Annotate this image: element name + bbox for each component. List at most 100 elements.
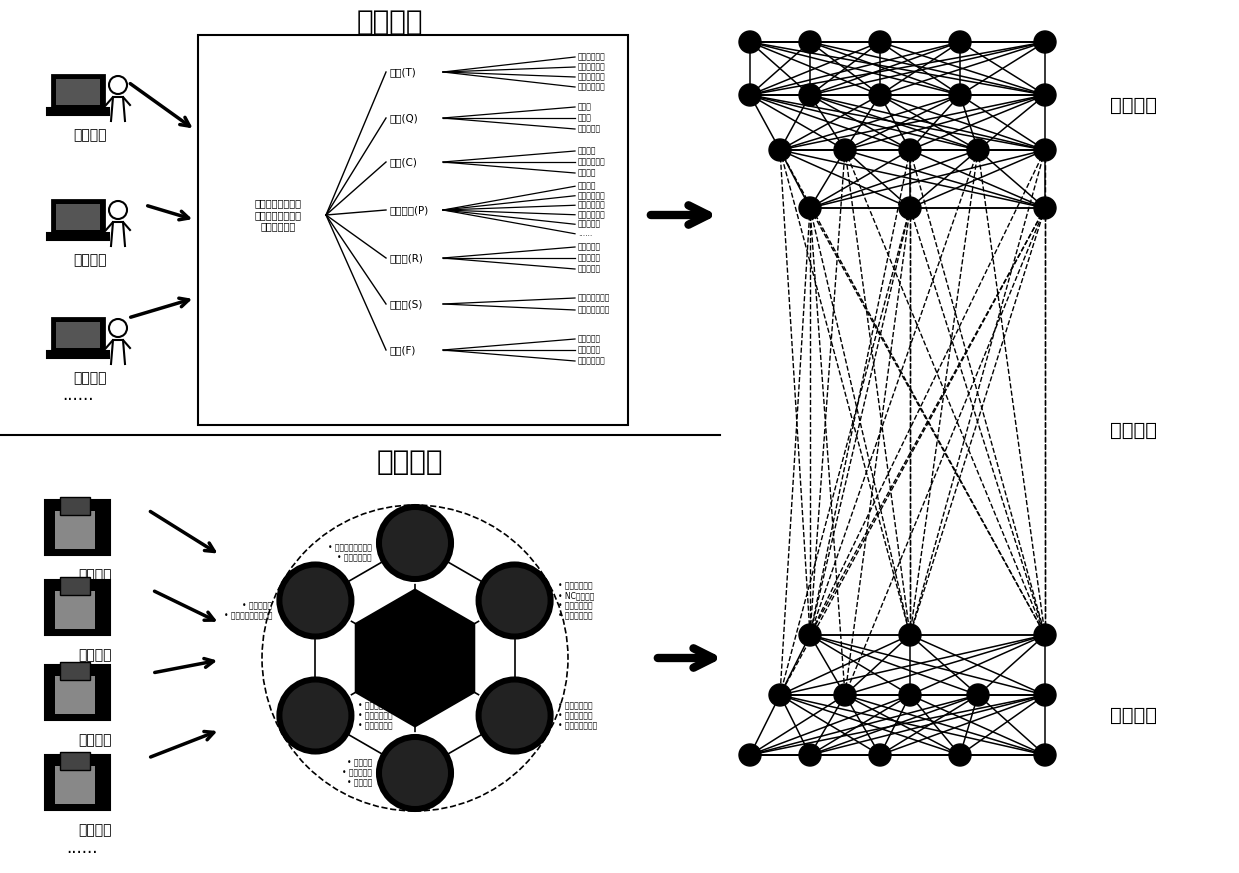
Text: 表面粗糙度: 表面粗糙度	[579, 220, 601, 229]
Text: 可靠性(R): 可靠性(R)	[390, 253, 424, 263]
Circle shape	[1035, 84, 1056, 106]
Text: 需求模型: 需求模型	[1110, 95, 1157, 114]
FancyBboxPatch shape	[52, 318, 104, 352]
Circle shape	[477, 562, 553, 638]
Text: 质量(Q): 质量(Q)	[390, 113, 419, 123]
Circle shape	[1035, 31, 1056, 53]
Circle shape	[278, 677, 353, 753]
Circle shape	[799, 84, 821, 106]
FancyBboxPatch shape	[59, 752, 90, 770]
FancyBboxPatch shape	[47, 351, 109, 358]
Circle shape	[966, 139, 989, 161]
Text: 技术性能(P): 技术性能(P)	[390, 205, 429, 215]
Circle shape	[769, 139, 790, 161]
Text: • 加工过程模拟仿真: • 加工过程模拟仿真	[328, 544, 372, 553]
Text: 需求模型: 需求模型	[357, 8, 424, 36]
Polygon shape	[356, 590, 473, 726]
FancyBboxPatch shape	[55, 591, 95, 629]
Text: • 网络化运行支撑控制: • 网络化运行支撑控制	[224, 611, 273, 620]
Text: 生产准备时间: 生产准备时间	[579, 52, 606, 61]
Text: 需求用户: 需求用户	[73, 253, 107, 267]
Text: 安全性(S): 安全性(S)	[390, 299, 424, 309]
Text: 装备资源: 装备资源	[78, 568, 112, 582]
Text: 需求响应时间: 需求响应时间	[579, 63, 606, 72]
Text: 运行稳定率: 运行稳定率	[579, 243, 601, 251]
Text: • 生产运行环境: • 生产运行环境	[337, 553, 372, 562]
Text: ......: ......	[62, 386, 94, 404]
Text: • 加工工艺规范: • 加工工艺规范	[558, 581, 592, 590]
FancyBboxPatch shape	[56, 79, 100, 105]
Text: 物流成本: 物流成本	[579, 147, 596, 155]
FancyBboxPatch shape	[56, 204, 100, 230]
Text: 返工率: 返工率	[579, 113, 592, 122]
Circle shape	[738, 31, 761, 53]
Text: 装备资源: 装备资源	[78, 648, 112, 662]
Text: 云制造环境下机床
装备资源服务多元
质量需求模型: 云制造环境下机床 装备资源服务多元 质量需求模型	[254, 198, 301, 231]
Text: 机床装备资源
服务能力模型: 机床装备资源 服务能力模型	[396, 647, 434, 669]
Text: 技术信息安全性: 技术信息安全性	[579, 306, 611, 314]
Circle shape	[738, 84, 761, 106]
Text: 时间(T): 时间(T)	[390, 67, 416, 77]
Text: 平台服务成本: 平台服务成本	[579, 157, 606, 167]
Circle shape	[382, 510, 449, 576]
Text: 装备资源: 装备资源	[78, 733, 112, 747]
FancyBboxPatch shape	[45, 500, 110, 555]
FancyBboxPatch shape	[45, 665, 110, 720]
Circle shape	[869, 84, 891, 106]
Circle shape	[799, 197, 821, 219]
Circle shape	[869, 31, 891, 53]
FancyBboxPatch shape	[55, 676, 95, 714]
Text: 映射关系: 映射关系	[1110, 421, 1157, 439]
Circle shape	[949, 84, 971, 106]
Circle shape	[482, 683, 548, 748]
Text: ......: ......	[579, 230, 592, 238]
FancyBboxPatch shape	[59, 497, 90, 515]
Circle shape	[109, 201, 128, 219]
Circle shape	[1035, 684, 1056, 706]
FancyBboxPatch shape	[52, 200, 104, 234]
Text: • 技术咨询知识: • 技术咨询知识	[558, 611, 592, 620]
Text: 能力模型: 能力模型	[377, 448, 444, 476]
Text: 加工尺寸精确: 加工尺寸精确	[579, 191, 606, 200]
Text: • 检修员量配置: • 检修员量配置	[358, 721, 393, 730]
Circle shape	[109, 319, 128, 337]
Circle shape	[109, 76, 128, 94]
Circle shape	[900, 139, 921, 161]
Circle shape	[900, 624, 921, 646]
FancyBboxPatch shape	[45, 755, 110, 810]
Circle shape	[1035, 624, 1056, 646]
Text: 需求用户: 需求用户	[73, 371, 107, 385]
Text: • NC代码知识: • NC代码知识	[558, 591, 593, 600]
Text: • 材料质量合格率: • 材料质量合格率	[558, 721, 597, 730]
Text: ......: ......	[66, 839, 98, 857]
Text: 合格率: 合格率	[579, 102, 592, 112]
FancyBboxPatch shape	[198, 35, 628, 425]
Circle shape	[1035, 197, 1056, 219]
Circle shape	[799, 744, 821, 766]
Text: • 表面粗糙度: • 表面粗糙度	[342, 768, 372, 778]
Circle shape	[769, 684, 790, 706]
Text: • 材料供应时间: • 材料供应时间	[558, 711, 592, 720]
Circle shape	[834, 684, 856, 706]
FancyBboxPatch shape	[56, 322, 100, 348]
Circle shape	[949, 31, 971, 53]
Circle shape	[966, 684, 989, 706]
Circle shape	[1035, 744, 1056, 766]
Text: 装备资源: 装备资源	[78, 823, 112, 837]
Text: 服务成功率: 服务成功率	[579, 253, 601, 263]
Circle shape	[278, 562, 353, 638]
Circle shape	[949, 744, 971, 766]
Circle shape	[482, 567, 548, 634]
Circle shape	[799, 31, 821, 53]
Text: 客户满意度: 客户满意度	[579, 125, 601, 134]
Circle shape	[1035, 139, 1056, 161]
Text: 加工执行时间: 加工执行时间	[579, 83, 606, 92]
FancyBboxPatch shape	[59, 662, 90, 680]
Text: 能力模型: 能力模型	[1110, 705, 1157, 725]
Circle shape	[900, 197, 921, 219]
Text: 加工成本: 加工成本	[579, 168, 596, 177]
Circle shape	[477, 677, 553, 753]
Circle shape	[834, 139, 856, 161]
Text: 物流配送时间: 物流配送时间	[579, 72, 606, 81]
Text: 成本(C): 成本(C)	[390, 157, 418, 167]
